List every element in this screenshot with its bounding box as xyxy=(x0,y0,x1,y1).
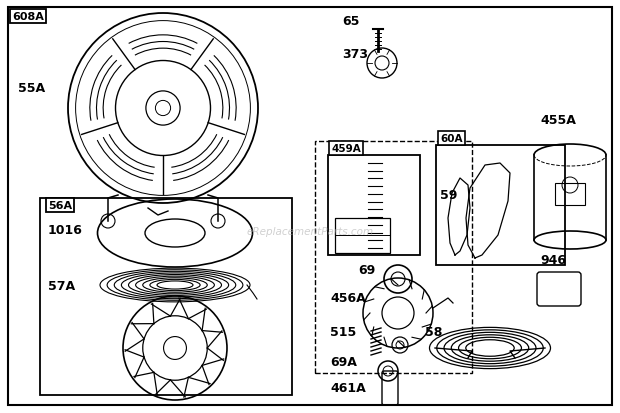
Text: 1016: 1016 xyxy=(48,224,83,237)
Text: 55A: 55A xyxy=(18,82,45,95)
Text: 456A: 456A xyxy=(330,291,366,304)
Text: 57A: 57A xyxy=(48,279,75,292)
Text: 455A: 455A xyxy=(540,114,576,127)
Text: 60A: 60A xyxy=(440,134,463,144)
Text: 69: 69 xyxy=(358,263,375,276)
Text: 65: 65 xyxy=(342,15,360,28)
Text: 56A: 56A xyxy=(48,201,72,211)
Text: 459A: 459A xyxy=(331,144,361,154)
FancyBboxPatch shape xyxy=(8,8,612,405)
Text: 373: 373 xyxy=(342,48,368,61)
Text: 515: 515 xyxy=(330,325,356,338)
Text: eReplacementParts.com: eReplacementParts.com xyxy=(246,226,374,236)
Text: 59: 59 xyxy=(440,189,458,202)
Text: 461A: 461A xyxy=(330,381,366,394)
Text: 58: 58 xyxy=(425,325,443,338)
Text: 69A: 69A xyxy=(330,355,357,368)
Text: 946: 946 xyxy=(540,254,566,266)
Text: 608A: 608A xyxy=(12,12,44,22)
